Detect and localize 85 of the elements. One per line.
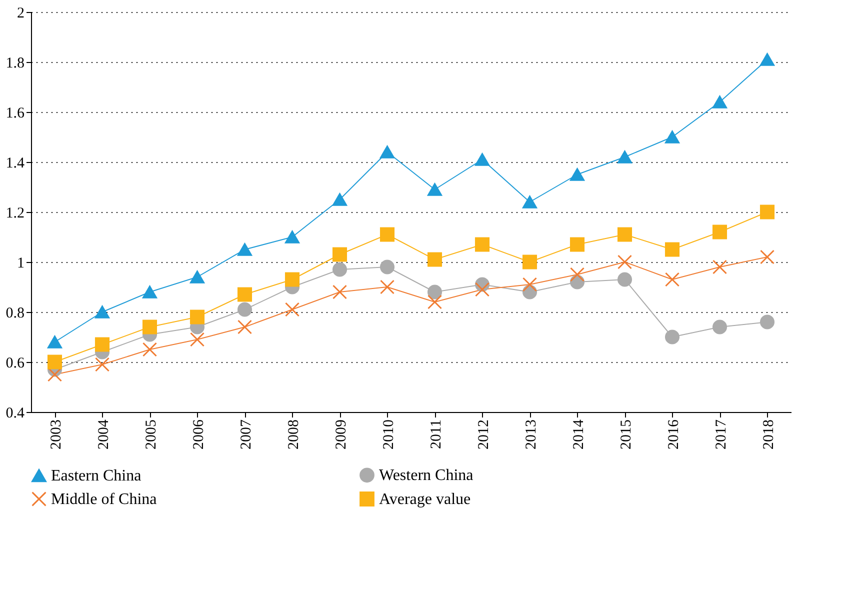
x-tick-label: 2009 [333, 420, 350, 450]
point [712, 96, 728, 108]
point [380, 146, 395, 158]
point [664, 272, 680, 287]
point [427, 183, 442, 196]
point [760, 204, 775, 220]
point [522, 196, 538, 208]
point [94, 306, 110, 318]
point [664, 130, 680, 144]
y-tick-label: 1.6 [6, 106, 25, 122]
legend-label: Western China [379, 467, 474, 484]
x-tick-label: 2010 [380, 420, 397, 450]
x-tick-label: 2015 [618, 420, 634, 450]
point [47, 367, 62, 382]
x-tick-label: 2012 [476, 420, 492, 450]
x-tick-label: 2016 [666, 419, 682, 450]
point [94, 357, 110, 372]
point [47, 336, 62, 348]
point [332, 284, 348, 300]
point [617, 254, 632, 270]
point [284, 272, 300, 287]
point [190, 310, 205, 324]
point [332, 262, 348, 277]
point [237, 243, 252, 256]
point [47, 354, 62, 370]
x-tick-label: 2004 [96, 419, 112, 450]
point [617, 272, 632, 287]
x-tick-label: 2013 [523, 420, 540, 450]
legend-label: Middle of China [51, 491, 157, 508]
x-tick-label: 2006 [190, 419, 207, 450]
x-tick-label: 2018 [760, 420, 777, 450]
x-tick-label: 2005 [143, 420, 160, 450]
point [617, 150, 632, 164]
point [142, 320, 158, 334]
point [284, 230, 300, 244]
point [237, 302, 252, 317]
point [332, 247, 348, 262]
point [712, 320, 728, 334]
x-tick-label: 2014 [570, 419, 587, 450]
point [664, 330, 680, 344]
point [522, 254, 538, 270]
x-tick-label: 2008 [286, 420, 302, 450]
point [190, 270, 205, 284]
point [237, 320, 252, 334]
point [190, 332, 205, 347]
point [94, 337, 110, 352]
point [380, 280, 395, 294]
y-tick-label: 1 [17, 256, 24, 272]
y-tick-label: 1.8 [6, 56, 24, 72]
point [427, 252, 442, 267]
point [332, 193, 348, 206]
point [142, 342, 158, 357]
point [142, 286, 158, 298]
legend-label: Average value [379, 491, 471, 508]
point [237, 287, 252, 302]
legend-label: Eastern China [51, 468, 142, 485]
point [712, 260, 728, 274]
point [474, 282, 490, 297]
point [570, 267, 585, 282]
y-tick-label: 1.4 [6, 156, 25, 172]
x-tick-label: 2007 [238, 419, 254, 450]
x-tick-label: 2003 [48, 420, 64, 450]
y-tick-label: 0.8 [6, 306, 24, 322]
y-tick-label: 2 [17, 6, 24, 22]
point [427, 294, 442, 310]
point [284, 302, 300, 317]
point [760, 314, 775, 330]
point [570, 168, 585, 181]
point [664, 242, 680, 257]
point [474, 153, 490, 166]
y-tick-label: 1.2 [6, 206, 24, 222]
point [712, 224, 728, 240]
point [380, 260, 395, 274]
point [380, 227, 395, 242]
point [617, 227, 632, 242]
point [522, 277, 538, 292]
x-tick-label: 2011 [428, 420, 444, 449]
y-tick-label: 0.6 [6, 356, 25, 372]
y-tick-label: 0.4 [6, 406, 25, 422]
point [760, 53, 775, 66]
point [570, 237, 585, 252]
point [427, 284, 442, 300]
point [474, 237, 490, 252]
point [760, 250, 775, 264]
x-tick-label: 2017 [713, 419, 730, 450]
